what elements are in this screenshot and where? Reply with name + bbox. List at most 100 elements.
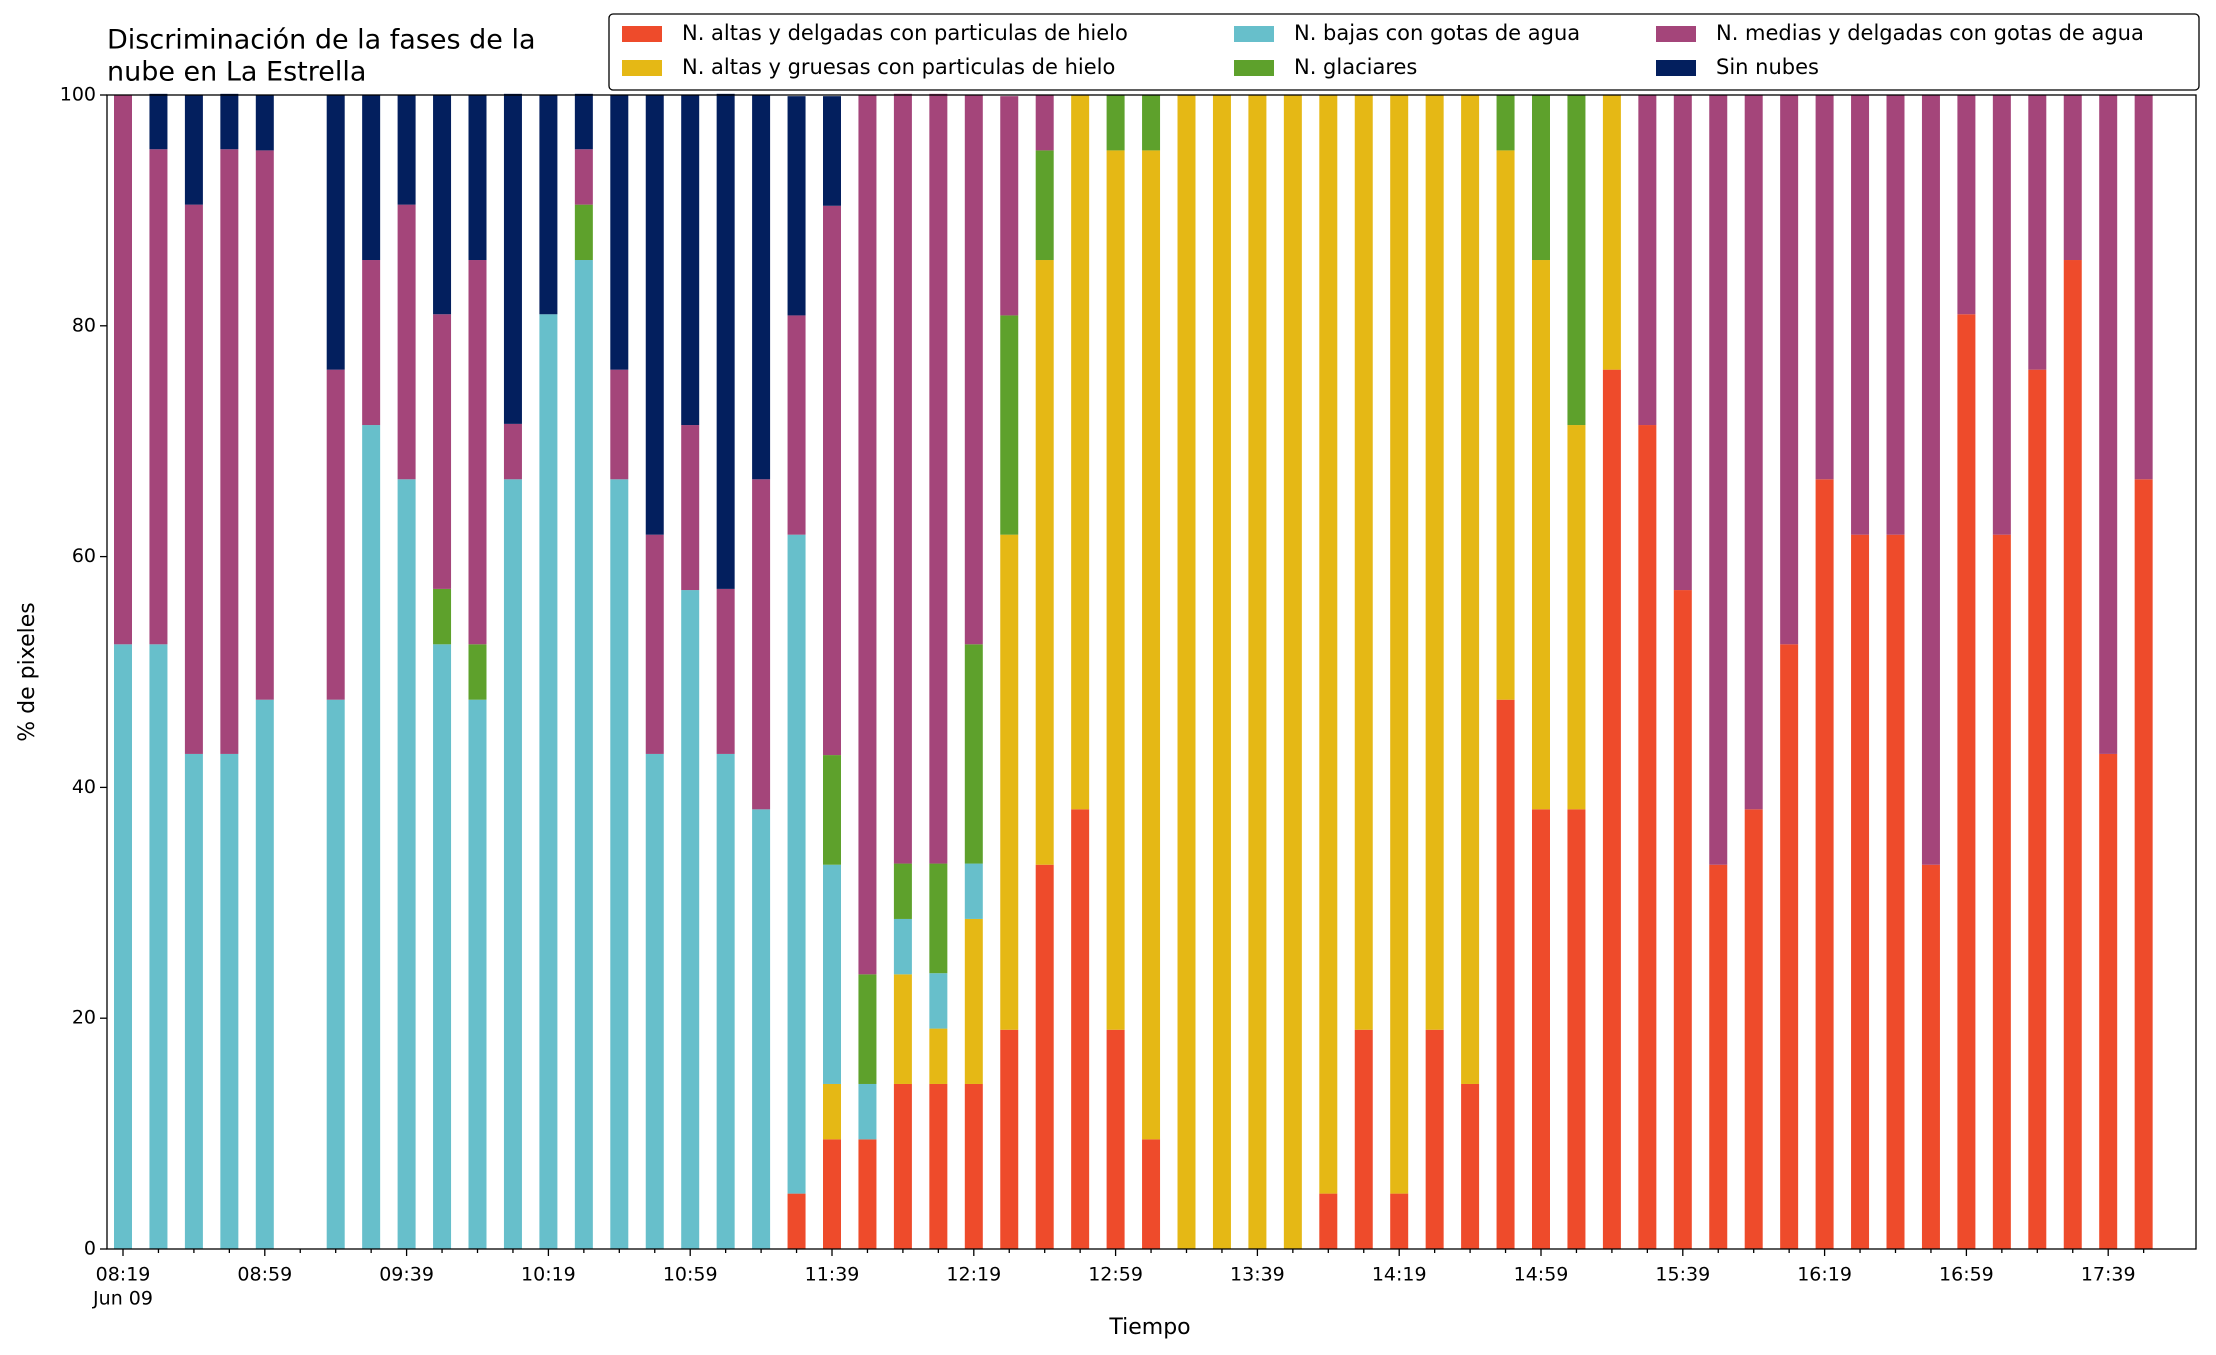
bar-segment bbox=[752, 479, 771, 810]
bar-segment bbox=[114, 95, 132, 645]
x-tick-label: 15:39 bbox=[1655, 1264, 1710, 1286]
bar-segment bbox=[149, 644, 168, 1249]
bar-segment bbox=[1425, 95, 1444, 1030]
y-tick-label: 60 bbox=[72, 545, 96, 567]
bar-segment bbox=[574, 260, 593, 1250]
bar-segment bbox=[1071, 809, 1090, 1249]
bar-segment bbox=[574, 204, 593, 261]
bar-segment bbox=[929, 973, 948, 1029]
bar-segment bbox=[574, 149, 593, 205]
bar-segment bbox=[184, 753, 203, 1249]
bar-segment bbox=[184, 204, 203, 754]
bar-segment bbox=[929, 93, 948, 864]
bar-segment bbox=[681, 425, 700, 591]
bar-segment bbox=[255, 699, 274, 1249]
bar-segment bbox=[362, 95, 381, 261]
bar-segment bbox=[823, 755, 841, 865]
legend-label: Sin nubes bbox=[1716, 55, 1819, 79]
bar-segment bbox=[1992, 534, 2011, 1249]
bar-segment bbox=[1921, 864, 1940, 1249]
legend-swatch bbox=[622, 60, 662, 76]
bar-segment bbox=[1461, 95, 1480, 1084]
bar-segment bbox=[397, 479, 416, 1250]
bar-segment bbox=[929, 863, 948, 974]
x-tick-label: 09:39 bbox=[379, 1264, 434, 1286]
bar-segment bbox=[2063, 260, 2082, 1250]
bar-segment bbox=[964, 95, 983, 645]
x-tick-label: 17:39 bbox=[2081, 1264, 2136, 1286]
bar-segment bbox=[1886, 534, 1905, 1249]
bar-segment bbox=[645, 753, 664, 1249]
bar-segment bbox=[468, 644, 487, 700]
bar-segment bbox=[1496, 699, 1515, 1249]
bar-segment bbox=[1567, 809, 1586, 1249]
legend-label: N. glaciares bbox=[1294, 55, 1417, 79]
bar-segment bbox=[1177, 95, 1196, 1249]
y-tick-label: 20 bbox=[72, 1007, 96, 1029]
bar-segment bbox=[2099, 95, 2118, 754]
bar-segment bbox=[433, 314, 452, 589]
bar-segment bbox=[397, 204, 416, 480]
x-tick-label: 14:19 bbox=[1372, 1264, 1427, 1286]
x-tick-label: 11:39 bbox=[805, 1264, 860, 1286]
bar-segment bbox=[610, 479, 629, 1250]
bar-segment bbox=[1957, 314, 1976, 1249]
bar-segment bbox=[1142, 150, 1161, 1140]
bar-segment bbox=[1000, 534, 1019, 1030]
x-tick-label: 10:19 bbox=[521, 1264, 576, 1286]
bar-segment bbox=[716, 753, 735, 1249]
bar-segment bbox=[503, 93, 522, 424]
x-tick-label: 14:59 bbox=[1514, 1264, 1569, 1286]
x-tick-label: 16:59 bbox=[1939, 1264, 1994, 1286]
bar-segment bbox=[1071, 95, 1090, 810]
bar-segment bbox=[1567, 95, 1586, 426]
bar-segment bbox=[823, 205, 841, 756]
bar-segment bbox=[433, 644, 452, 1249]
bar-segment bbox=[1248, 95, 1267, 1249]
legend-swatch bbox=[1234, 26, 1274, 42]
bar-segment bbox=[787, 96, 806, 316]
bar-segment bbox=[893, 1083, 912, 1249]
bar-segment bbox=[1035, 864, 1054, 1249]
bar-segment bbox=[2134, 479, 2153, 1250]
bar-segment bbox=[787, 534, 806, 1194]
bar-segment bbox=[255, 95, 274, 151]
plot-frame bbox=[106, 94, 2197, 1250]
bar-segment bbox=[255, 150, 274, 700]
bar-segment bbox=[397, 95, 416, 205]
bar-segment bbox=[326, 699, 345, 1249]
bar-segment bbox=[964, 1083, 983, 1249]
bar-segment bbox=[893, 93, 912, 864]
bar-segment bbox=[858, 1083, 877, 1140]
bar-segment bbox=[1035, 95, 1054, 151]
bar-segment bbox=[1532, 809, 1550, 1249]
y-axis-label: % de pixeles bbox=[15, 602, 40, 741]
bar-segment bbox=[681, 590, 700, 1249]
x-tick-label: 08:59 bbox=[237, 1264, 292, 1286]
bar-segment bbox=[964, 918, 983, 1084]
bar-segment bbox=[893, 863, 912, 919]
legend-swatch bbox=[1656, 26, 1696, 42]
y-tick-label: 80 bbox=[72, 314, 96, 336]
bar-segment bbox=[858, 974, 877, 1084]
bar-segment bbox=[1319, 95, 1338, 1194]
bar-segment bbox=[1744, 95, 1763, 810]
bar-segment bbox=[1638, 95, 1657, 426]
bar-segment bbox=[1106, 1029, 1125, 1249]
bar-segment bbox=[1673, 590, 1692, 1249]
bar-segment bbox=[539, 314, 558, 1249]
bar-segment bbox=[2028, 95, 2047, 370]
bar-segment bbox=[1886, 95, 1905, 535]
x-date-label: Jun 09 bbox=[92, 1288, 153, 1310]
bar-segment bbox=[149, 149, 168, 645]
y-tick-label: 40 bbox=[72, 776, 96, 798]
bar-segment bbox=[1602, 95, 1621, 370]
bar-segment bbox=[929, 1083, 948, 1249]
bar-segment bbox=[468, 260, 487, 645]
bar-segment bbox=[433, 95, 452, 315]
chart-title: Discriminación de la fases de la bbox=[107, 25, 536, 56]
bar-segment bbox=[1602, 369, 1621, 1250]
legend-label: N. medias y delgadas con gotas de agua bbox=[1716, 21, 2144, 45]
bar-segment bbox=[716, 93, 735, 589]
